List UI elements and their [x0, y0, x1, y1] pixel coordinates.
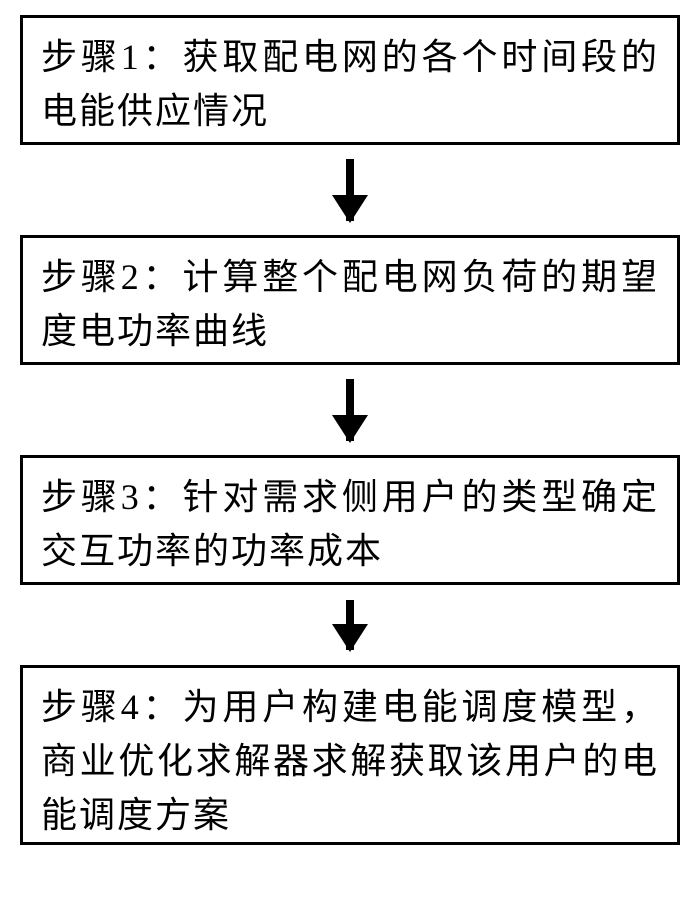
- arrow-down-icon: [346, 600, 354, 650]
- flowchart-node-step2: 步骤2：计算整个配电网负荷的期望度电功率曲线: [20, 235, 680, 365]
- flowchart-node-step4: 步骤4：为用户构建电能调度模型，商业优化求解器求解获取该用户的电能调度方案: [20, 665, 680, 845]
- node-label: 步骤1：获取配电网的各个时间段的电能供应情况: [41, 37, 659, 131]
- node-label: 步骤2：计算整个配电网负荷的期望度电功率曲线: [41, 257, 659, 351]
- flowchart-node-step1: 步骤1：获取配电网的各个时间段的电能供应情况: [20, 15, 680, 145]
- flowchart-node-step3: 步骤3：针对需求侧用户的类型确定交互功率的功率成本: [20, 455, 680, 585]
- flowchart-edge-2: [20, 365, 680, 455]
- flowchart-container: 步骤1：获取配电网的各个时间段的电能供应情况 步骤2：计算整个配电网负荷的期望度…: [20, 15, 680, 845]
- flowchart-edge-3: [20, 585, 680, 665]
- node-label: 步骤4：为用户构建电能调度模型，商业优化求解器求解获取该用户的电能调度方案: [41, 687, 659, 835]
- arrow-down-icon: [346, 379, 354, 441]
- arrow-down-icon: [346, 159, 354, 221]
- node-label: 步骤3：针对需求侧用户的类型确定交互功率的功率成本: [41, 477, 659, 571]
- flowchart-edge-1: [20, 145, 680, 235]
